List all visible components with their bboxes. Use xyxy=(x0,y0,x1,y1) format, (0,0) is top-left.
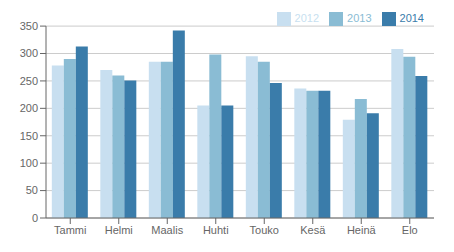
svg-text:Tammi: Tammi xyxy=(54,224,86,236)
svg-text:Heinä: Heinä xyxy=(347,224,377,236)
svg-text:Touko: Touko xyxy=(250,224,279,236)
svg-text:200: 200 xyxy=(20,102,38,114)
svg-text:50: 50 xyxy=(26,184,38,196)
svg-text:350: 350 xyxy=(20,20,38,32)
svg-text:250: 250 xyxy=(20,75,38,87)
html-text:2012: 2012 xyxy=(294,12,319,24)
html-text:2013: 2013 xyxy=(347,12,372,24)
svg-text:300: 300 xyxy=(20,47,38,59)
svg-text:Elo: Elo xyxy=(402,224,418,236)
svg-text:150: 150 xyxy=(20,130,38,142)
svg-text:100: 100 xyxy=(20,157,38,169)
svg-text:Helmi: Helmi xyxy=(105,224,133,236)
svg-text:0: 0 xyxy=(32,212,38,224)
svg-text:Maalis: Maalis xyxy=(151,224,183,236)
html-text:2014: 2014 xyxy=(399,12,424,24)
svg-text:Kesä: Kesä xyxy=(300,224,326,236)
svg-text:Huhti: Huhti xyxy=(203,224,229,236)
